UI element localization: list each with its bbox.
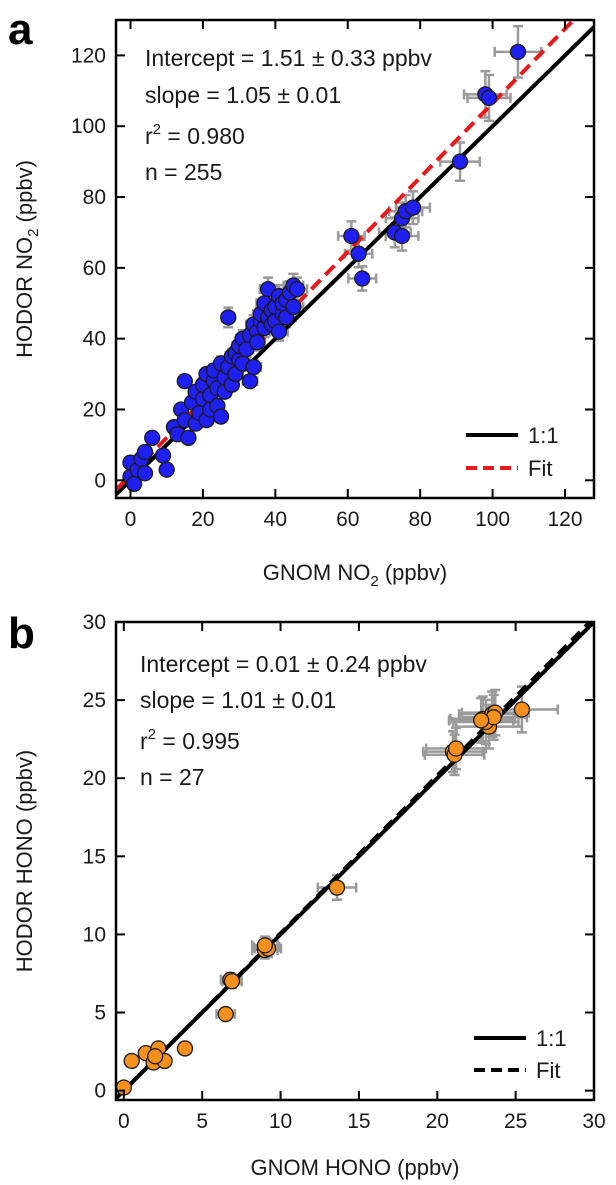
panel-a-intercept-text: Intercept = 1.51 ± 0.33 ppbv <box>145 45 432 71</box>
panel-a-y-axis-title: HODOR NO2 (ppbv) <box>12 160 42 358</box>
panel-a-fit-line <box>116 20 577 492</box>
y-tick-label: 120 <box>71 44 106 67</box>
x-tick-label: 0 <box>118 1110 130 1133</box>
data-point <box>180 429 197 446</box>
panel-a-x-axis-title: GNOM NO2 (ppbv) <box>263 560 447 590</box>
x-tick-label: 10 <box>269 1110 292 1133</box>
panel-a-plot-content <box>116 20 594 498</box>
data-point <box>270 323 288 340</box>
x-tick-label: 15 <box>347 1110 370 1133</box>
data-point <box>288 280 306 298</box>
panel-b-series <box>116 622 594 1100</box>
panel-a-legend-label-1to1: 1:1 <box>528 423 559 448</box>
panel-b-x-axis-title: GNOM HONO (ppbv) <box>250 1155 459 1180</box>
panel-b-intercept-text: Intercept = 0.01 ± 0.24 ppbv <box>140 651 427 677</box>
x-tick-label: 100 <box>475 508 510 531</box>
x-tick-label: 30 <box>582 1110 605 1133</box>
y-tick-label: 100 <box>71 115 106 138</box>
panel-a-label: a <box>8 5 33 54</box>
panel-b-ticks: 0 5 10 15 20 25 30 0 5 10 15 20 25 30 <box>83 611 606 1133</box>
x-tick-label: 20 <box>426 1110 449 1133</box>
y-tick-label: 0 <box>94 1080 106 1103</box>
y-tick-label: 20 <box>83 767 106 790</box>
y-tick-label: 5 <box>94 1002 106 1025</box>
data-point <box>480 89 498 107</box>
x-tick-label: 40 <box>264 508 287 531</box>
data-point <box>147 1048 164 1065</box>
data-point <box>447 740 465 757</box>
x-tick-label: 20 <box>191 508 214 531</box>
y-tick-label: 60 <box>83 257 106 280</box>
x-tick-label: 0 <box>125 508 137 531</box>
data-point <box>123 1052 140 1070</box>
panel-a-legend-label-fit: Fit <box>528 456 552 481</box>
data-point <box>513 701 531 718</box>
data-point <box>136 465 154 482</box>
y-tick-label: 25 <box>83 689 106 712</box>
panel-b-n-text: n = 27 <box>140 764 205 790</box>
data-point <box>249 334 266 351</box>
panel-a-legend: 1:1 Fit <box>466 423 559 481</box>
panel-b-slope-text: slope = 1.01 ± 0.01 <box>140 687 336 713</box>
panel-b-legend: 1:1 Fit <box>474 1026 567 1083</box>
panel-b-plot-content <box>116 622 594 1100</box>
panel-b-legend-label-fit: Fit <box>536 1058 560 1083</box>
y-tick-label: 0 <box>94 469 106 492</box>
data-point <box>350 245 367 262</box>
panel-a-slope-text: slope = 1.05 ± 0.01 <box>145 82 341 108</box>
data-point <box>158 461 175 478</box>
panel-a-markers <box>122 43 527 492</box>
data-point <box>144 429 161 446</box>
panel-b-label: b <box>8 609 35 658</box>
panel-a-ticks: 0 20 40 60 80 100 120 0 20 40 60 80 100 120 <box>71 20 594 531</box>
x-tick-label: 5 <box>196 1110 208 1133</box>
data-point <box>176 373 193 390</box>
panel-a-r2-text: r2 = 0.980 <box>145 121 245 149</box>
panel-a: a 0 20 40 60 80 100 120 0 20 40 60 80 100 120 Interce… <box>8 5 596 590</box>
y-tick-label: 40 <box>83 328 106 351</box>
data-point <box>245 358 262 376</box>
data-point <box>176 1040 194 1057</box>
x-tick-label: 60 <box>336 508 359 531</box>
data-point <box>220 309 237 326</box>
data-point <box>136 443 154 461</box>
data-point <box>328 879 346 896</box>
panel-b-one-to-one-line <box>116 622 594 1100</box>
data-point <box>404 199 422 216</box>
data-point <box>212 408 230 425</box>
x-tick-label: 25 <box>504 1110 527 1133</box>
panel-b-y-axis-title: HODOR HONO (ppbv) <box>12 750 37 972</box>
panel-b-markers <box>116 701 531 1096</box>
panel-a-series <box>116 20 594 498</box>
data-point <box>509 43 527 61</box>
data-point <box>256 937 274 954</box>
data-point <box>393 227 411 245</box>
data-point <box>354 270 371 287</box>
panel-b: b 0 5 10 15 20 25 30 0 5 10 15 20 25 30 Intercept = 0… <box>8 609 606 1180</box>
panel-b-legend-label-1to1: 1:1 <box>536 1026 567 1051</box>
panel-a-n-text: n = 255 <box>145 159 222 185</box>
y-tick-label: 30 <box>83 611 106 634</box>
y-tick-label: 20 <box>83 398 106 421</box>
data-point <box>241 373 259 390</box>
x-tick-label: 80 <box>409 508 432 531</box>
y-tick-label: 80 <box>83 186 106 209</box>
data-point <box>154 447 172 464</box>
x-tick-label: 120 <box>548 508 583 531</box>
data-point <box>217 1005 234 1023</box>
data-point <box>223 973 241 990</box>
y-tick-label: 10 <box>83 923 106 946</box>
panel-b-r2-text: r2 = 0.995 <box>140 726 240 754</box>
data-point <box>285 298 302 315</box>
data-point <box>473 712 490 729</box>
data-point <box>343 227 360 245</box>
y-tick-label: 15 <box>83 845 106 868</box>
panel-b-plot-frame <box>114 620 596 1102</box>
data-point <box>451 153 469 170</box>
panel-a-plot-frame <box>114 18 596 500</box>
